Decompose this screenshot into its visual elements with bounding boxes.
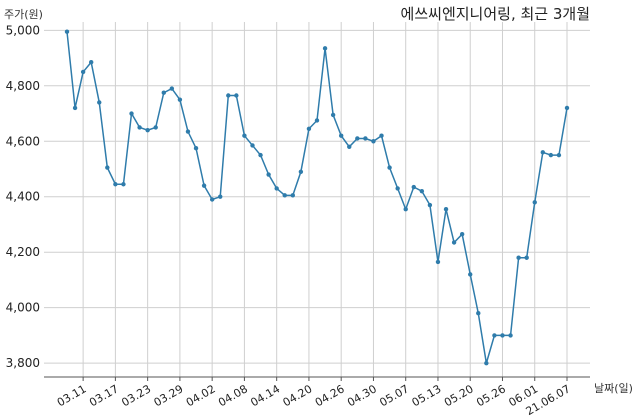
data-point	[451, 240, 457, 245]
data-point	[387, 165, 392, 170]
data-point	[403, 207, 408, 212]
data-point	[64, 29, 70, 34]
x-tick-label: 04.26	[313, 382, 347, 409]
data-point	[363, 136, 368, 141]
x-tick-label: 03.17	[87, 382, 121, 409]
x-tick-label: 04.30	[345, 382, 379, 409]
data-point	[145, 127, 150, 133]
data-point	[290, 193, 296, 198]
data-point	[411, 184, 416, 190]
data-point	[274, 186, 279, 191]
data-point	[371, 139, 376, 144]
data-point	[395, 186, 400, 191]
data-point	[532, 200, 537, 205]
data-point	[121, 182, 126, 187]
data-point	[137, 125, 142, 130]
data-point	[161, 90, 166, 95]
x-tick-label: 05.20	[442, 382, 476, 409]
data-point	[548, 152, 554, 158]
data-point	[97, 100, 102, 105]
y-tick-label: 4,600	[6, 134, 40, 148]
data-point	[459, 231, 465, 237]
data-point	[282, 193, 287, 198]
data-point	[524, 255, 529, 260]
data-point	[427, 202, 433, 208]
data-point	[113, 182, 118, 187]
data-point	[88, 60, 94, 65]
x-gridlines	[82, 22, 568, 381]
y-tick-label: 4,800	[6, 79, 40, 93]
data-point	[468, 272, 473, 277]
data-point	[564, 105, 570, 111]
data-point	[193, 145, 199, 151]
data-point	[153, 125, 158, 130]
data-point	[177, 97, 183, 102]
data-point	[185, 129, 191, 134]
data-point	[169, 86, 175, 91]
data-point	[105, 165, 110, 170]
data-point	[516, 255, 521, 260]
y-tick-labels: 3,800 4,000 4,200 4,400 4,600 4,800 5,000	[6, 23, 40, 370]
x-tick-label: 03.23	[119, 382, 153, 409]
data-point	[443, 207, 449, 212]
data-point	[80, 69, 86, 75]
data-point	[508, 333, 513, 338]
data-point	[242, 133, 247, 138]
data-point	[218, 194, 223, 199]
data-point	[476, 311, 481, 316]
data-point	[234, 93, 239, 98]
x-tick-label: 04.14	[248, 382, 282, 409]
y-tick-label: 5,000	[6, 23, 40, 37]
data-point	[492, 333, 497, 338]
price-series-points	[64, 29, 570, 366]
data-point	[379, 133, 384, 138]
y-tick-label: 4,000	[6, 301, 40, 315]
data-point	[330, 112, 336, 118]
x-tick-label: 04.02	[184, 382, 218, 409]
data-point	[298, 169, 304, 174]
y-axis-label: 주가(원)	[4, 8, 43, 21]
data-point	[556, 152, 562, 158]
data-point	[72, 105, 78, 111]
y-tick-label: 4,400	[6, 190, 40, 204]
x-tick-label: 03.11	[55, 382, 89, 409]
chart-title: 에쓰씨엔지니어링, 최근 3개월	[401, 5, 590, 23]
data-point	[322, 46, 328, 51]
data-point	[201, 183, 207, 188]
y-gridlines	[44, 29, 590, 364]
x-tick-label: 04.20	[281, 382, 315, 409]
x-tick-label: 04.08	[216, 382, 250, 409]
x-tick-label: 03.29	[152, 382, 186, 409]
x-axis-label: 날짜(일)	[594, 381, 633, 395]
x-tick-label: 05.07	[377, 382, 411, 409]
x-tick-label: 05.13	[410, 382, 444, 409]
y-tick-label: 3,800	[6, 356, 40, 370]
price-series-line	[66, 31, 568, 364]
data-point	[209, 197, 215, 202]
data-point	[266, 172, 271, 177]
x-tick-label: 05.26	[474, 382, 508, 409]
data-point	[306, 126, 312, 131]
y-tick-label: 4,200	[6, 245, 40, 259]
data-point	[500, 333, 505, 338]
data-point	[314, 118, 320, 123]
data-point	[484, 360, 489, 366]
data-point	[419, 188, 425, 194]
data-point	[129, 111, 134, 116]
data-point	[435, 259, 441, 265]
data-point	[250, 143, 255, 148]
data-point	[540, 150, 546, 155]
x-tick-labels: 03.1103.1703.2303.2904.0204.0804.1404.20…	[55, 382, 573, 418]
data-point	[355, 136, 360, 141]
data-point	[347, 144, 352, 150]
data-point	[226, 93, 231, 98]
data-point	[258, 152, 263, 158]
data-point	[338, 133, 344, 138]
